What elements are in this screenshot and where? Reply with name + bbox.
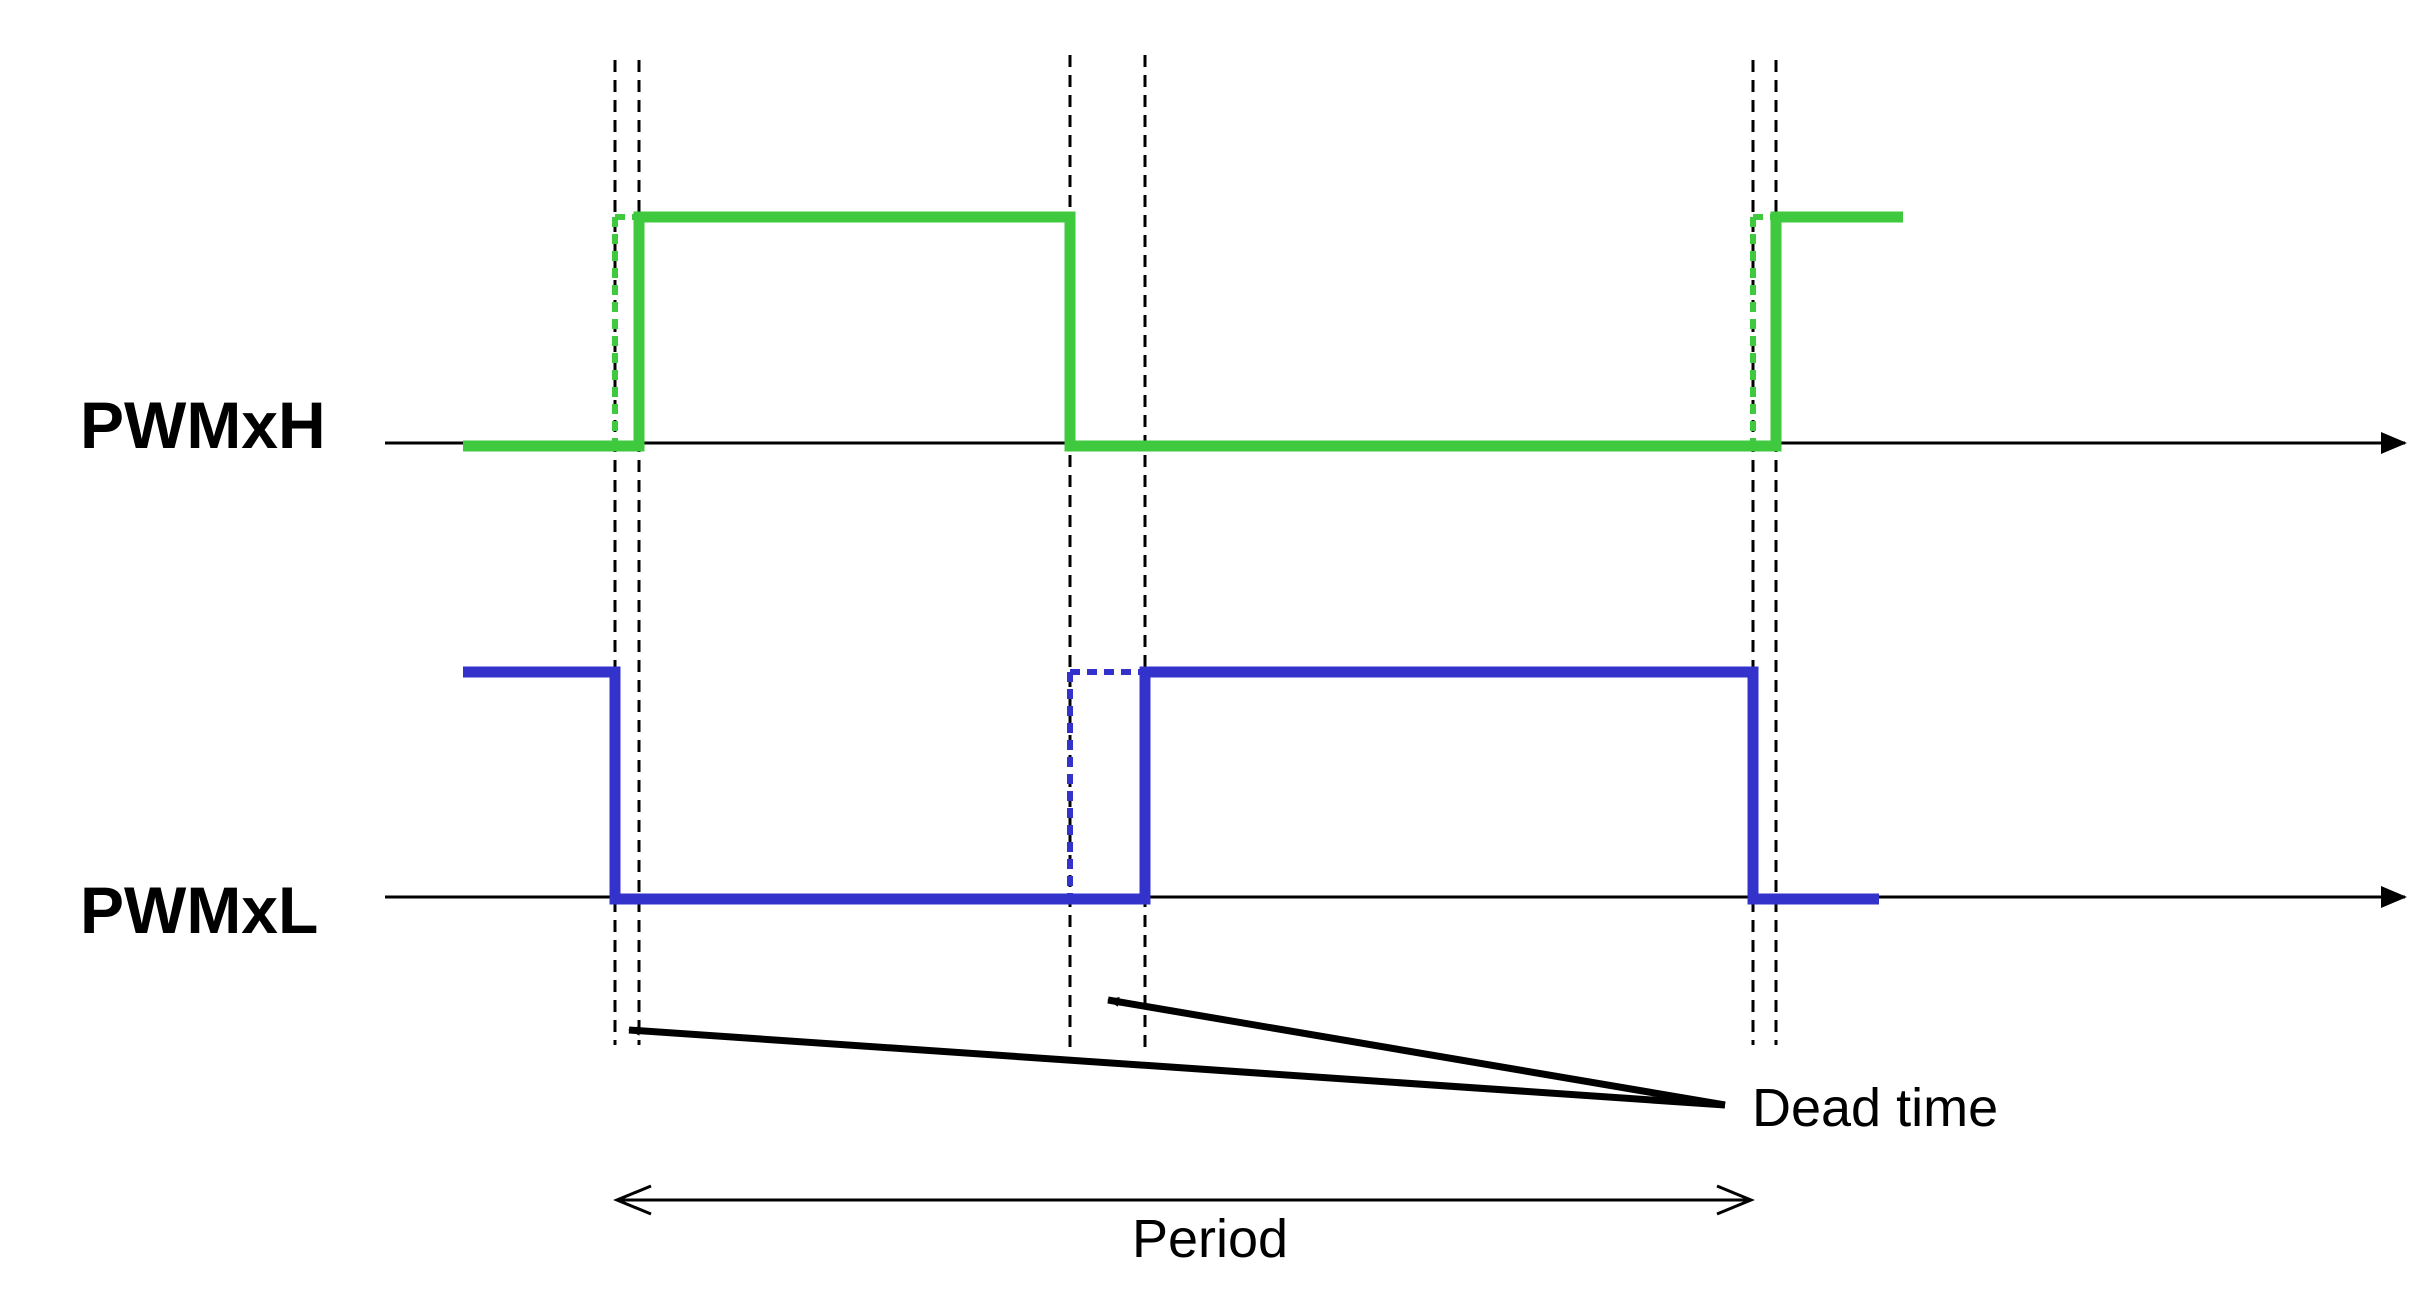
pwmxh-label: PWMxH (80, 388, 326, 462)
dead-time-arrow (1107, 996, 1726, 1109)
dead-time-label: Dead time (1752, 1078, 1998, 1138)
dead-time-arrow (628, 1025, 1726, 1109)
period-indicator: Period (613, 1184, 1755, 1269)
pwmxl-label: PWMxL (80, 873, 318, 947)
pwmxh-signal-line (463, 211, 1903, 452)
pwmxl-waveform (463, 666, 1879, 905)
dead-time-callout: Dead time (628, 996, 1998, 1138)
pwmxh-waveform (463, 211, 1903, 452)
period-label: Period (1132, 1209, 1288, 1269)
pwmxl-signal-line (463, 666, 1879, 905)
